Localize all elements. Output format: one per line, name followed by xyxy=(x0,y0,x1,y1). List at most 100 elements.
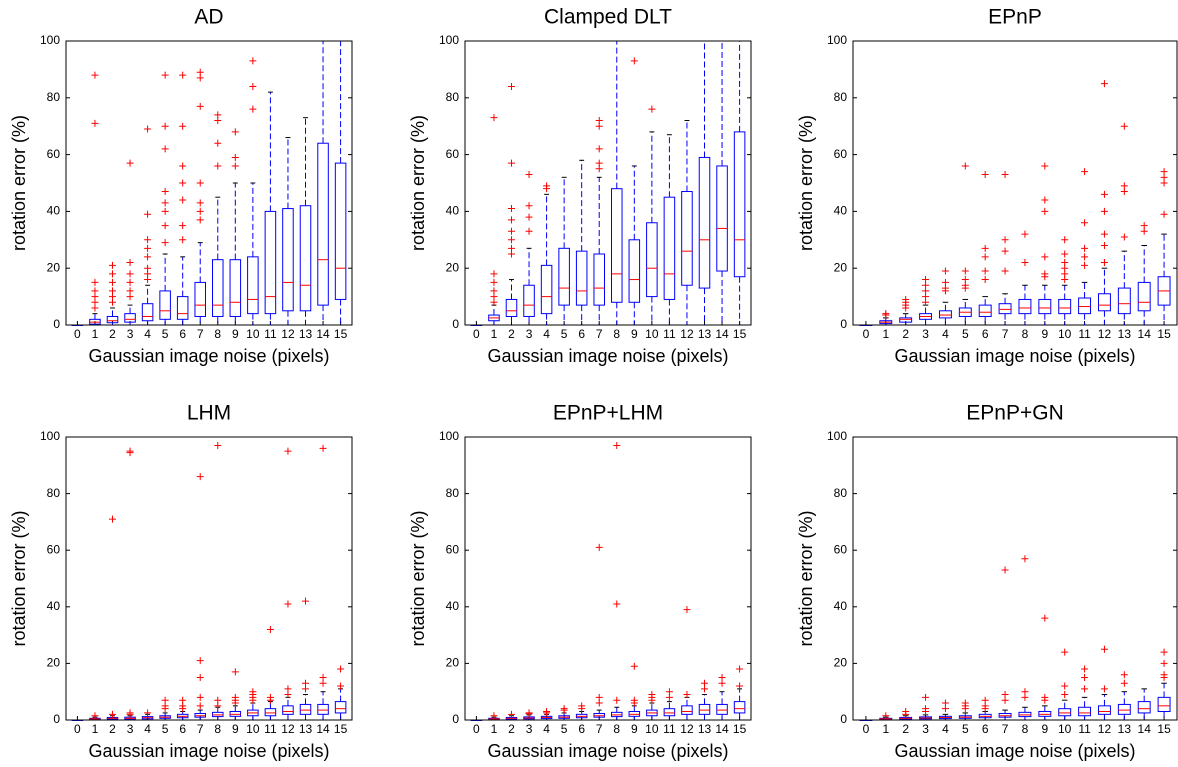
box xyxy=(1018,298,1032,315)
x-tick-label: 14 xyxy=(316,327,330,341)
box xyxy=(334,162,347,300)
outlier xyxy=(665,693,673,701)
box xyxy=(176,296,189,320)
outlier xyxy=(1001,566,1009,574)
box xyxy=(899,317,913,323)
outlier xyxy=(718,679,726,687)
outlier xyxy=(108,270,116,278)
x-tick-label: 8 xyxy=(613,327,620,341)
outlier xyxy=(613,696,621,704)
outlier xyxy=(595,122,603,130)
x-tick-label: 5 xyxy=(162,722,169,736)
y-tick-label: 0 xyxy=(53,712,60,726)
x-tick-label: 10 xyxy=(645,722,659,736)
box xyxy=(124,313,136,323)
box xyxy=(282,705,294,715)
subplot: EPnP Gaussian image noise (pixels) rotatio… xyxy=(796,6,1178,366)
x-tick-label: 7 xyxy=(596,722,603,736)
box xyxy=(317,703,329,715)
x-tick-label: 6 xyxy=(179,722,186,736)
box xyxy=(1058,298,1072,315)
y-tick-label: 80 xyxy=(834,90,848,104)
outlier xyxy=(701,685,709,693)
x-tick-label: 7 xyxy=(1002,722,1009,736)
subplot: EPnP+LHM Gaussian image noise (pixels) rot… xyxy=(408,402,752,761)
box xyxy=(299,205,312,312)
outlier xyxy=(1021,230,1029,238)
box xyxy=(247,256,259,315)
box xyxy=(1117,287,1131,315)
x-tick-label: 1 xyxy=(491,327,498,341)
box xyxy=(1058,708,1072,717)
box xyxy=(505,298,518,317)
outlier xyxy=(683,691,691,699)
subplot: AD Gaussian image noise (pixels) rotation … xyxy=(9,6,353,366)
outlier xyxy=(161,122,169,130)
subplot: LHM Gaussian image noise (pixels) rotation… xyxy=(9,402,353,761)
x-tick-label: 5 xyxy=(962,327,969,341)
outlier xyxy=(196,473,204,481)
y-tick-label: 100 xyxy=(40,33,60,47)
y-tick-label: 80 xyxy=(47,486,61,500)
outlier xyxy=(490,298,498,306)
outlier xyxy=(1100,190,1108,198)
x-tick-label: 13 xyxy=(698,722,712,736)
outlier xyxy=(941,705,949,713)
outlier xyxy=(1081,674,1089,682)
box xyxy=(663,708,676,717)
outlier xyxy=(1041,273,1049,281)
outlier xyxy=(1160,210,1168,218)
x-tick-label: 9 xyxy=(631,327,638,341)
outlier xyxy=(161,222,169,230)
outlier xyxy=(266,696,274,704)
x-tick-label: 14 xyxy=(1138,722,1152,736)
outlier xyxy=(91,712,99,720)
outlier xyxy=(648,105,656,113)
outlier xyxy=(144,253,152,261)
x-tick-label: 0 xyxy=(863,327,870,341)
outlier xyxy=(1120,122,1128,130)
outlier xyxy=(961,162,969,170)
outlier xyxy=(1100,685,1108,693)
outlier xyxy=(196,216,204,224)
outlier xyxy=(507,227,515,235)
outlier xyxy=(1081,261,1089,269)
x-tick-label: 14 xyxy=(715,327,729,341)
outlier xyxy=(179,236,187,244)
outlier xyxy=(525,170,533,178)
outlier xyxy=(1100,259,1108,267)
x-tick-label: 15 xyxy=(334,722,348,736)
y-tick-label: 100 xyxy=(40,429,60,443)
box xyxy=(1157,696,1171,713)
outlier xyxy=(902,710,910,718)
x-tick-label: 15 xyxy=(733,722,747,736)
outlier xyxy=(1081,665,1089,673)
outlier xyxy=(179,705,187,713)
outlier xyxy=(231,128,239,136)
x-tick-label: 4 xyxy=(144,722,151,736)
y-tick-label: 0 xyxy=(840,317,847,331)
box xyxy=(159,290,171,320)
outlier xyxy=(507,205,515,213)
box xyxy=(978,304,992,317)
x-tick-label: 14 xyxy=(316,722,330,736)
x-tick-label: 0 xyxy=(74,327,81,341)
outlier xyxy=(981,253,989,261)
x-tick-label: 3 xyxy=(526,327,533,341)
x-tick-label: 3 xyxy=(127,722,134,736)
outlier xyxy=(1120,679,1128,687)
axes-frame xyxy=(65,436,353,721)
y-tick-label: 40 xyxy=(446,599,460,613)
outlier xyxy=(249,696,257,704)
x-tick-label: 6 xyxy=(982,327,989,341)
x-tick-label: 10 xyxy=(1058,327,1072,341)
box xyxy=(299,703,312,715)
outlier xyxy=(1041,196,1049,204)
outlier xyxy=(91,119,99,127)
outlier xyxy=(284,600,292,608)
outlier xyxy=(902,304,910,312)
x-tick-label: 3 xyxy=(922,722,929,736)
outlier xyxy=(648,696,656,704)
outlier xyxy=(922,708,930,716)
outlier xyxy=(961,284,969,292)
